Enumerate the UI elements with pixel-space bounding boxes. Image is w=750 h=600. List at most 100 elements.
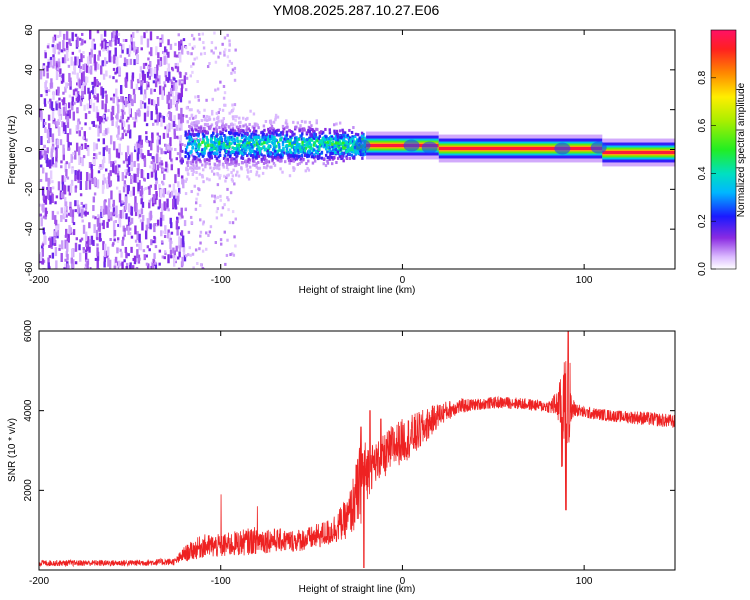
noise-cell [130,152,133,159]
signal-cell [311,147,314,151]
noise-cell [88,126,92,130]
noise-cell [140,208,144,215]
noise-cell [78,244,81,251]
signal-cell [240,135,244,139]
signal-cell [258,166,262,170]
signal-cell [194,148,198,152]
signal-cell [189,166,192,170]
signal-cell [248,149,252,153]
noise-cell [169,93,173,97]
noise-cell [84,113,88,120]
signal-cell [219,132,222,136]
signal-cell [286,137,290,141]
signal-cell [328,157,331,161]
noise-cell [163,81,166,85]
noise-cell [119,210,122,220]
noise-cell [118,193,122,203]
signal-cell [313,154,317,158]
noise-cell [160,240,164,244]
noise-cell [137,190,140,194]
signal-cell [301,127,305,131]
spectrogram-cells [39,30,675,269]
noise-cell [146,245,150,249]
noise-cell [150,67,153,77]
signal-cell [281,124,285,128]
signal-cell [233,152,237,156]
noise-cell [129,262,132,269]
noise-cell [93,76,97,86]
signal-cell [230,159,233,163]
noise-cell [80,209,84,219]
noise-cell [88,180,92,190]
noise-cell [89,267,92,269]
signal-cell [263,141,266,145]
noise-cell [130,98,134,105]
noise-cell [81,206,84,213]
signal-cell [197,145,201,149]
signal-cell [271,156,275,160]
noise-cell [116,239,120,243]
spectrogram-x-label: Height of straight line (km) [299,285,416,296]
noise-cell [65,214,68,218]
noise-cell [95,153,98,160]
signal-cell [348,128,351,132]
signal-cell [284,160,287,164]
noise-cell [146,71,150,78]
noise-cell [100,116,103,123]
signal-cell [231,146,234,150]
noise-cell [130,217,134,224]
signal-cell [260,147,263,151]
signal-cell [245,163,249,167]
noise-cell [228,221,232,225]
noise-cell [178,44,181,51]
signal-cell [247,137,251,141]
noise-cell [155,46,158,56]
noise-cell [55,156,58,163]
noise-cell [115,186,119,190]
signal-cell [275,150,278,154]
signal-cell [269,131,272,135]
noise-cell [137,182,140,192]
noise-cell [43,199,46,203]
noise-cell [170,66,174,70]
noise-cell [93,142,96,152]
signal-cell [336,138,340,142]
noise-cell [194,207,198,211]
noise-cell [78,130,82,137]
noise-cell [166,124,169,134]
noise-cell [143,158,147,168]
noise-cell [64,258,67,262]
noise-cell [67,162,71,169]
noise-cell [92,239,95,246]
noise-cell [124,184,127,188]
signal-cell [196,133,200,137]
noise-cell [128,108,131,115]
noise-cell [46,189,50,199]
signal-cell [223,154,227,158]
noise-cell [60,165,63,169]
signal-cell [257,135,261,139]
signal-cell [354,152,358,156]
signal-cell [289,135,292,139]
signal-cell [362,136,365,140]
noise-cell [97,127,100,137]
signal-cell [285,148,288,152]
noise-cell [136,54,139,64]
noise-cell [156,164,160,171]
noise-cell [216,183,220,187]
noise-cell [153,100,156,107]
signal-cell [279,155,283,159]
signal-cell [224,149,227,153]
signal-cell [298,129,301,133]
noise-cell [68,225,71,235]
noise-cell [174,198,177,208]
noise-cell [205,98,208,102]
signal-cell [347,152,351,156]
noise-cell [50,101,54,111]
noise-cell [197,32,201,36]
noise-cell [174,63,178,67]
noise-cell [184,88,188,92]
noise-cell [234,48,237,52]
noise-cell [195,176,199,180]
signal-cell [188,124,191,128]
